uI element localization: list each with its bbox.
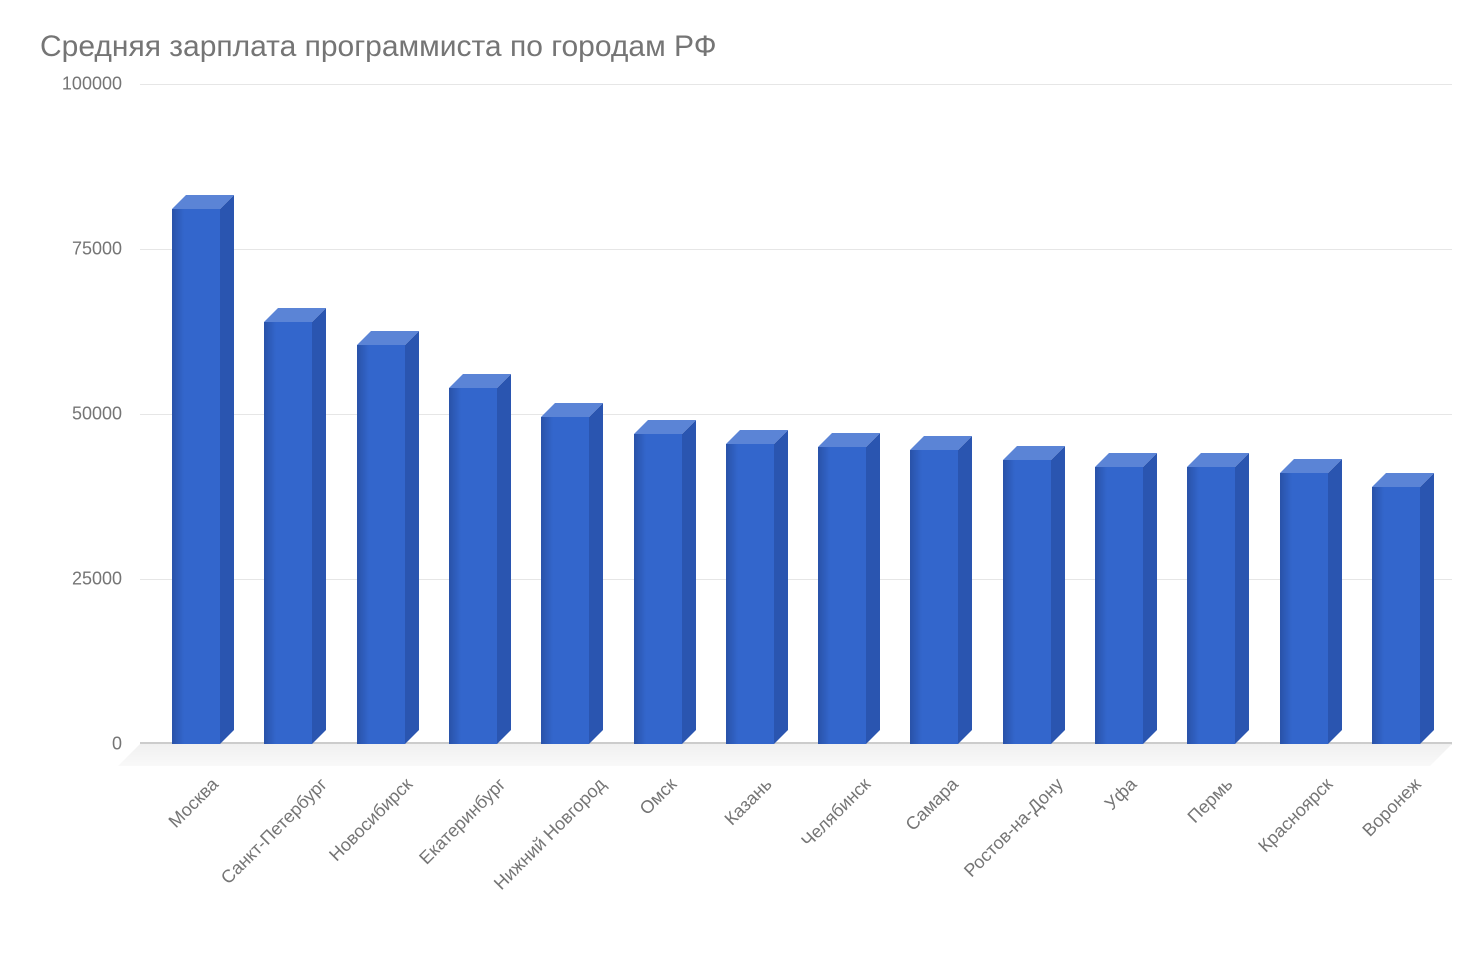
bar-front [634,434,682,744]
x-tick-label: Челябинск [797,774,875,852]
bar-side [774,430,788,744]
bar [1187,467,1235,744]
bar-side [1328,459,1342,744]
x-label-slot: Казань [704,774,796,954]
y-tick-label: 75000 [72,239,122,260]
x-tick-label: Казань [720,774,776,830]
bar [818,447,866,744]
bar-front [910,450,958,744]
bar-slot [242,84,334,744]
bar-front [1280,473,1328,744]
x-axis-labels: Москва Санкт-ПетербургНовосибирскЕкатерин… [140,774,1452,954]
chart-title: Средняя зарплата программиста по городам… [40,30,1452,64]
bar-front [172,209,220,744]
x-label-slot: Новосибирск [335,774,427,954]
x-tick-label: Москва [165,774,223,832]
chart-container: Средняя зарплата программиста по городам… [0,0,1482,916]
x-label-slot: Челябинск [796,774,888,954]
bar [726,444,774,744]
bar [541,417,589,744]
x-tick-label: Воронеж [1358,774,1425,841]
x-label-slot: Воронеж [1350,774,1442,954]
bar [910,450,958,744]
bar [1095,467,1143,744]
bar-slot [981,84,1073,744]
x-label-slot: Санкт-Петербург [242,774,334,954]
x-tick-label: Красноярск [1255,774,1338,857]
bar-side [220,195,234,744]
bar-side [497,374,511,744]
y-tick-label: 50000 [72,404,122,425]
bar [1280,473,1328,744]
x-tick-label: Самара [901,774,962,835]
bar-side [589,403,603,744]
chart-floor [118,744,1452,766]
bar-slot [704,84,796,744]
bar-slot [150,84,242,744]
x-tick-label: Екатеринбург [416,774,511,869]
x-tick-label: Омск [636,774,681,819]
bar-side [1051,446,1065,744]
bars-region [140,84,1452,744]
bar-slot [335,84,427,744]
bar-side [1143,453,1157,744]
y-tick-label: 0 [112,734,122,755]
bar-side [312,308,326,744]
bar [634,434,682,744]
bar [172,209,220,744]
bar-front [1372,487,1420,744]
bar-side [682,420,696,744]
bar-slot [427,84,519,744]
bar-front [1003,460,1051,744]
bar-front [1095,467,1143,744]
bar-slot [1350,84,1442,744]
bar-slot [1073,84,1165,744]
bar [449,388,497,744]
bar-front [449,388,497,744]
bar-front [541,417,589,744]
bar [264,322,312,744]
bars-row [140,84,1452,744]
bar-front [726,444,774,744]
bar-slot [888,84,980,744]
x-label-slot: Уфа [1073,774,1165,954]
bar [357,345,405,744]
y-tick-label: 100000 [62,74,122,95]
bar-side [958,436,972,744]
bar-front [818,447,866,744]
bar [1003,460,1051,744]
y-axis: 0250005000075000100000 [30,84,140,744]
x-label-slot: Пермь [1165,774,1257,954]
bar-side [1235,453,1249,744]
x-tick-label: Уфа [1101,774,1141,814]
plot-area: 0250005000075000100000 [30,84,1452,744]
x-label-slot: Омск [611,774,703,954]
bar-slot [611,84,703,744]
x-label-slot: Красноярск [1257,774,1349,954]
y-tick-label: 25000 [72,569,122,590]
x-label-slot: Нижний Новгород [519,774,611,954]
bar-slot [1257,84,1349,744]
x-tick-label: Пермь [1183,774,1237,828]
bar-side [405,331,419,744]
x-tick-label: Новосибирск [326,774,418,866]
bar-front [357,345,405,744]
bar-front [264,322,312,744]
bar-slot [519,84,611,744]
bar-side [1420,473,1434,744]
bar-slot [796,84,888,744]
bar-slot [1165,84,1257,744]
bar-side [866,433,880,744]
bar [1372,487,1420,744]
bar-front [1187,467,1235,744]
x-label-slot: Ростов-на-Дону [981,774,1073,954]
